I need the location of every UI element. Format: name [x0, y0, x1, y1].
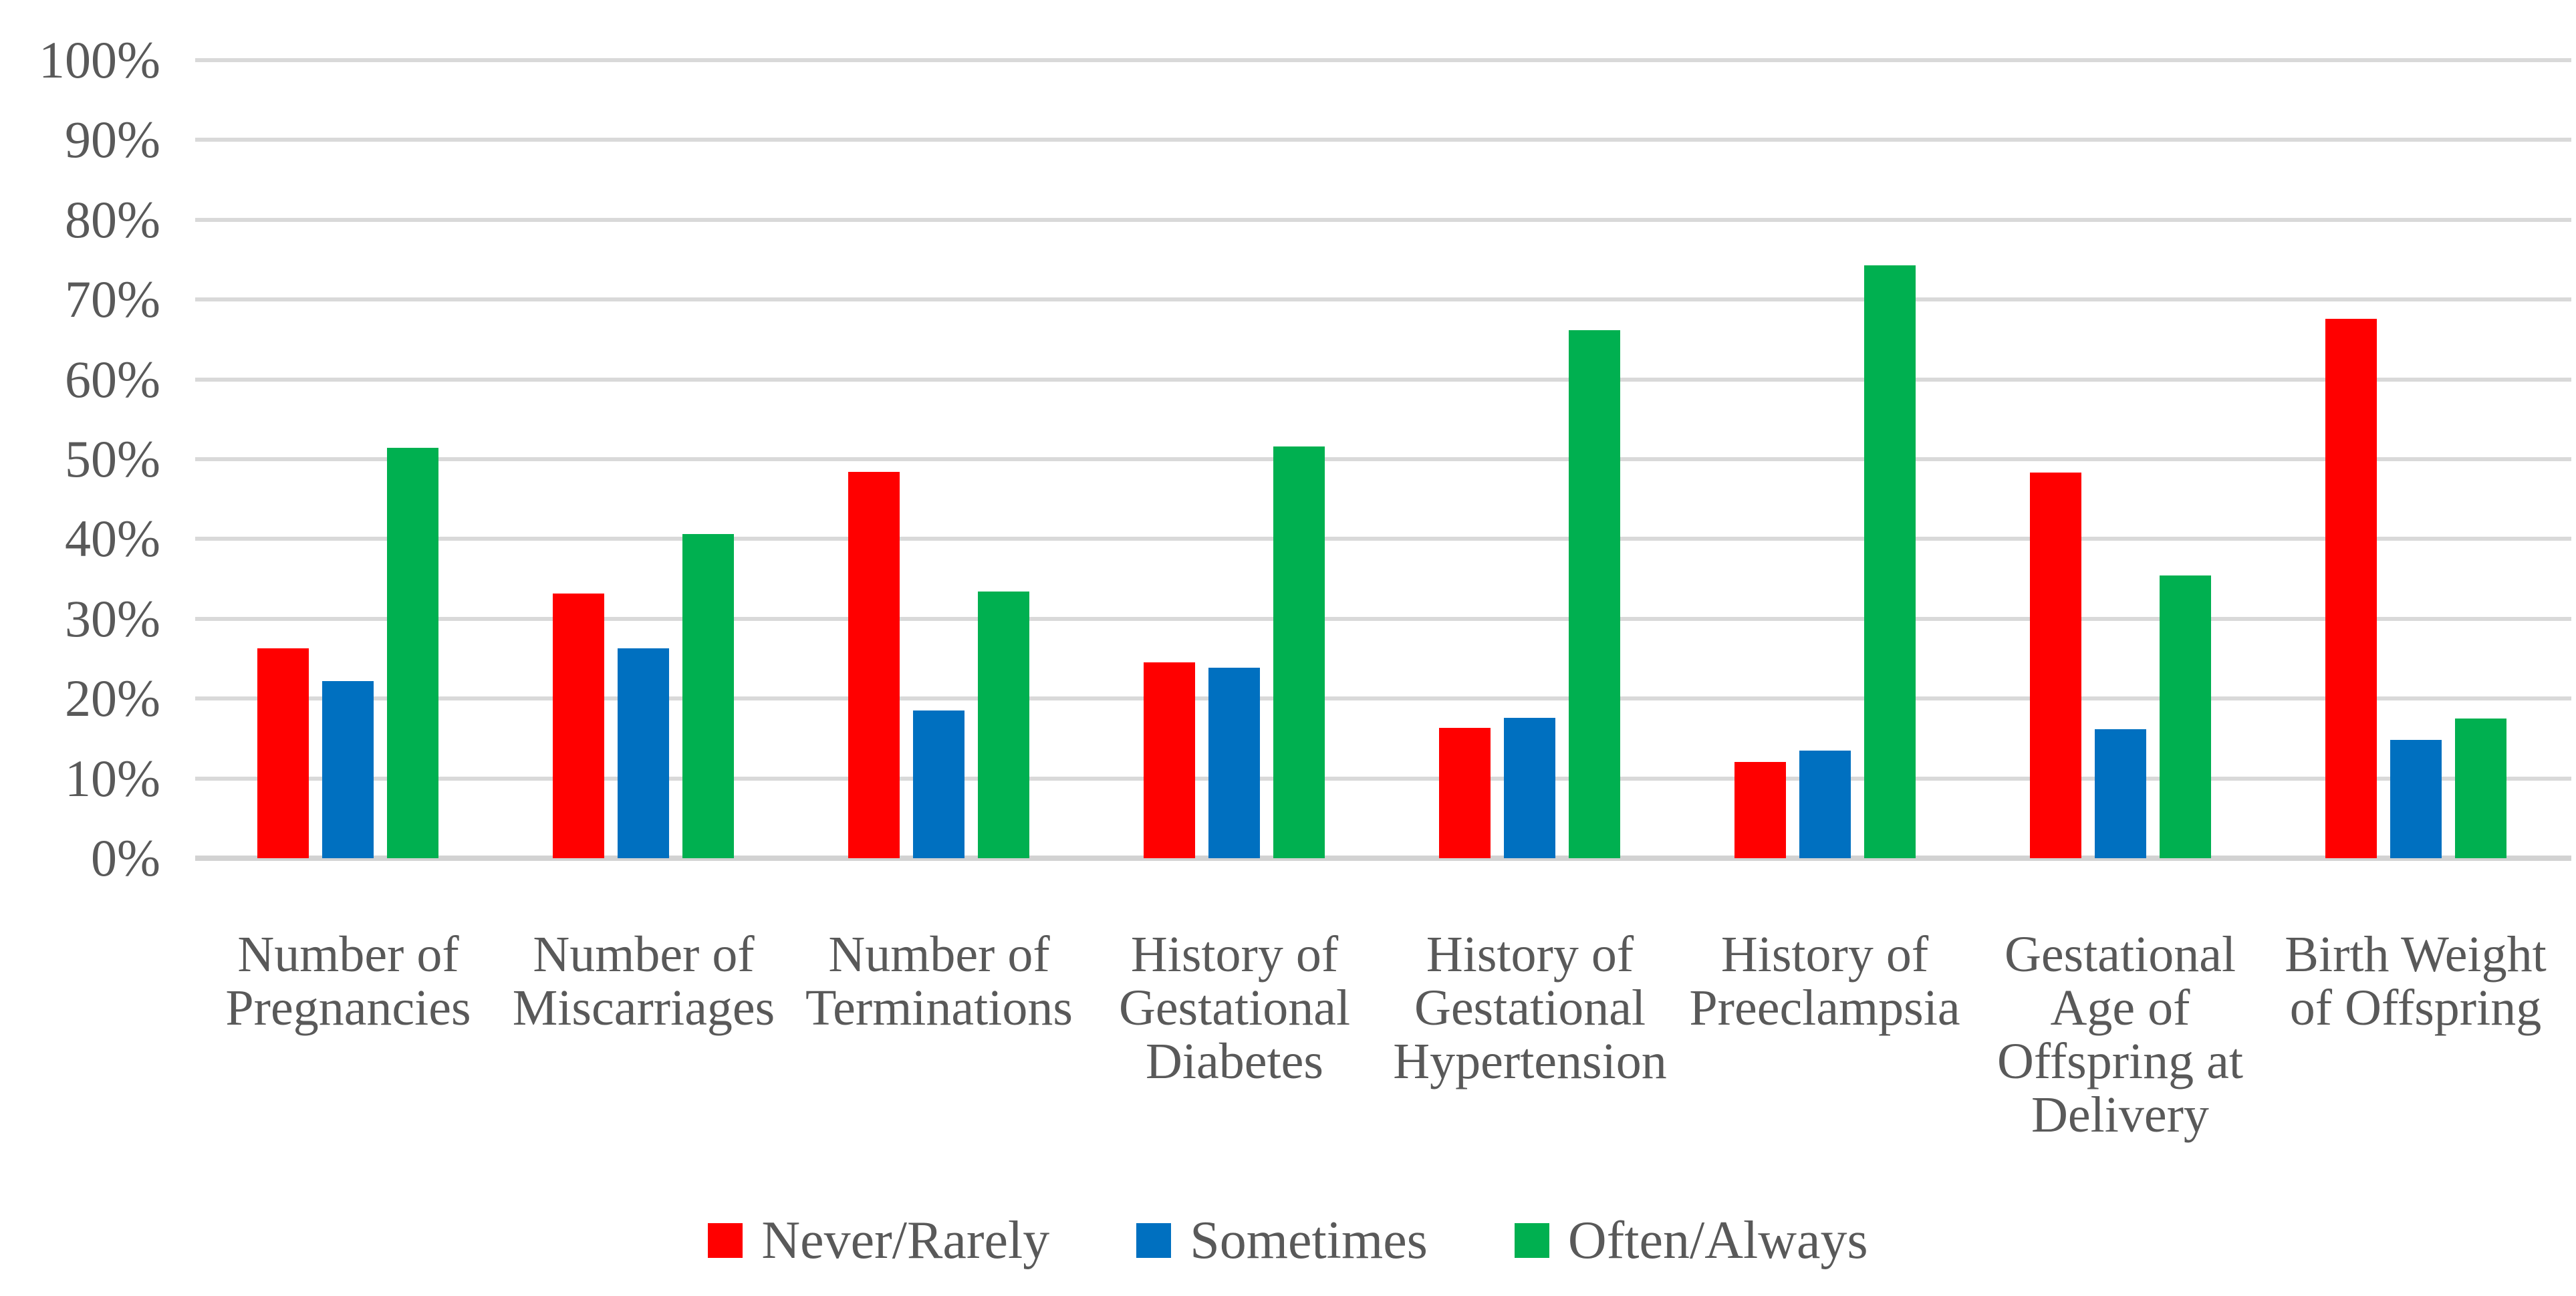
- chart-legend: Never/Rarely Sometimes Often/Always: [0, 1202, 2576, 1279]
- bar-often-always-history-of-gestational-diabetes: [1273, 446, 1325, 858]
- x-axis-label-line: History of: [1720, 926, 1929, 983]
- legend-swatch-never-rarely: [708, 1223, 743, 1258]
- x-axis-label-line: of Offspring: [2289, 980, 2542, 1036]
- x-axis-label-birth-weight-of-offspring: Birth Weight of Offspring: [2261, 928, 2570, 1035]
- y-tick-label-50: 50%: [65, 430, 160, 488]
- bar-never-rarely-history-of-gestational-hypertension: [1439, 728, 1491, 858]
- x-axis-label-line: Birth Weight: [2285, 926, 2547, 983]
- y-tick-label-40: 40%: [65, 509, 160, 568]
- x-axis-label-line: Number of: [237, 926, 459, 983]
- bar-never-rarely-gestational-age-of-offspring-at-delivery: [2030, 473, 2081, 858]
- x-axis-label-line: Gestational: [2004, 926, 2236, 983]
- x-axis-label-line: Gestational: [1414, 980, 1646, 1036]
- gridline-70: [195, 297, 2571, 302]
- y-tick-label-30: 30%: [65, 589, 160, 648]
- bar-never-rarely-number-of-miscarriages: [553, 594, 604, 858]
- bar-sometimes-history-of-gestational-diabetes: [1208, 668, 1260, 858]
- gridline-0: [195, 856, 2571, 861]
- legend-label-never-rarely: Never/Rarely: [761, 1211, 1050, 1270]
- gridline-100: [195, 58, 2571, 62]
- x-axis-label-history-of-gestational-diabetes: History of Gestational Diabetes: [1080, 928, 1389, 1088]
- y-tick-label-0: 0%: [91, 829, 160, 887]
- x-axis-label-line: Diabetes: [1146, 1033, 1323, 1089]
- bar-never-rarely-number-of-pregnancies: [257, 648, 309, 858]
- gridline-90: [195, 138, 2571, 142]
- x-axis-label-number-of-pregnancies: Number of Pregnancies: [194, 928, 503, 1035]
- bar-never-rarely-history-of-gestational-diabetes: [1144, 662, 1195, 858]
- bar-sometimes-gestational-age-of-offspring-at-delivery: [2095, 729, 2146, 858]
- y-tick-label-80: 80%: [65, 190, 160, 249]
- legend-item-often-always: Often/Always: [1514, 1208, 1868, 1273]
- x-axis-label-history-of-preeclampsia: History of Preeclampsia: [1670, 928, 1979, 1035]
- gridline-20: [195, 696, 2571, 701]
- bar-often-always-number-of-pregnancies: [387, 448, 438, 858]
- y-tick-label-60: 60%: [65, 350, 160, 408]
- legend-swatch-often-always: [1514, 1223, 1549, 1258]
- gridline-40: [195, 537, 2571, 541]
- x-axis-label-line: Pregnancies: [225, 980, 471, 1036]
- x-axis-label-line: Age of: [2050, 980, 2190, 1036]
- x-axis-label-line: History of: [1426, 926, 1634, 983]
- gridline-80: [195, 217, 2571, 222]
- x-axis-label-line: History of: [1130, 926, 1339, 983]
- legend-label-sometimes: Sometimes: [1190, 1211, 1428, 1270]
- x-axis-label-line: Hypertension: [1393, 1033, 1667, 1089]
- bar-often-always-gestational-age-of-offspring-at-delivery: [2160, 575, 2211, 858]
- bar-never-rarely-history-of-preeclampsia: [1734, 762, 1786, 858]
- legend-item-sometimes: Sometimes: [1136, 1208, 1428, 1273]
- bar-sometimes-number-of-terminations: [913, 710, 964, 858]
- bar-often-always-history-of-preeclampsia: [1864, 265, 1916, 858]
- gridline-10: [195, 776, 2571, 781]
- x-axis-label-line: Number of: [828, 926, 1050, 983]
- bar-sometimes-birth-weight-of-offspring: [2390, 740, 2442, 858]
- x-axis-label-line: Gestational: [1118, 980, 1351, 1036]
- x-axis-label-line: Miscarriages: [512, 980, 775, 1036]
- x-axis-label-line: Offspring at: [1997, 1033, 2243, 1089]
- bar-often-always-history-of-gestational-hypertension: [1569, 330, 1620, 858]
- x-axis-label-line: Number of: [533, 926, 755, 983]
- y-tick-label-20: 20%: [65, 669, 160, 728]
- bar-often-always-birth-weight-of-offspring: [2455, 719, 2506, 858]
- y-tick-label-90: 90%: [65, 110, 160, 169]
- gridline-30: [195, 616, 2571, 621]
- bar-sometimes-number-of-pregnancies: [322, 681, 374, 858]
- y-tick-label-10: 10%: [65, 749, 160, 807]
- x-axis-label-line: Delivery: [2031, 1087, 2209, 1143]
- gridline-60: [195, 377, 2571, 382]
- x-axis-label-line: Preeclampsia: [1689, 980, 1960, 1036]
- y-tick-label-100: 100%: [39, 31, 160, 89]
- legend-item-never-rarely: Never/Rarely: [708, 1208, 1049, 1273]
- x-axis-label-gestational-age-of-offspring-at-delivery: Gestational Age of Offspring at Delivery: [1966, 928, 2275, 1142]
- x-axis-label-number-of-miscarriages: Number of Miscarriages: [489, 928, 798, 1035]
- gridline-50: [195, 457, 2571, 461]
- legend-swatch-sometimes: [1136, 1223, 1172, 1258]
- x-axis-label-line: Terminations: [805, 980, 1073, 1036]
- bar-often-always-number-of-terminations: [978, 592, 1029, 858]
- bar-sometimes-history-of-preeclampsia: [1799, 751, 1851, 858]
- x-axis-label-history-of-gestational-hypertension: History of Gestational Hypertension: [1376, 928, 1684, 1088]
- bar-sometimes-number-of-miscarriages: [618, 648, 669, 858]
- bar-sometimes-history-of-gestational-hypertension: [1504, 718, 1555, 858]
- legend-label-often-always: Often/Always: [1567, 1211, 1868, 1270]
- bar-often-always-number-of-miscarriages: [682, 534, 734, 858]
- bar-never-rarely-number-of-terminations: [848, 472, 900, 858]
- bar-never-rarely-birth-weight-of-offspring: [2325, 319, 2377, 858]
- x-axis-label-number-of-terminations: Number of Terminations: [785, 928, 1093, 1035]
- y-tick-label-70: 70%: [65, 270, 160, 329]
